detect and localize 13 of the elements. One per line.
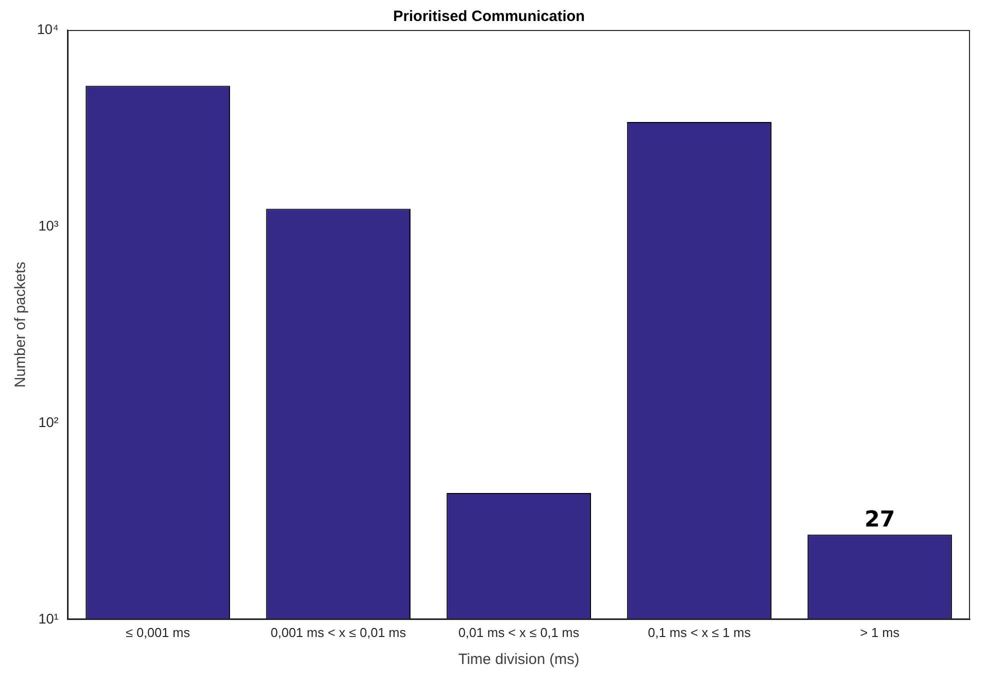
y-tick-label: 10³	[38, 217, 59, 234]
x-tick-label: 0,001 ms < x ≤ 0,01 ms	[270, 624, 407, 640]
x-tick-label: > 1 ms	[860, 624, 900, 640]
chart-title: Prioritised Communication	[393, 8, 585, 26]
y-tick-label: 10²	[38, 414, 59, 430]
x-tick-label: ≤ 0,001 ms	[126, 624, 190, 640]
data-label: 27	[864, 507, 896, 532]
x-axis-title: Time division (ms)	[458, 651, 580, 668]
y-tick-label: 10⁴	[36, 20, 59, 37]
y-axis-title: Number of packets	[12, 262, 30, 388]
y-tick-label: 10¹	[38, 610, 59, 626]
x-tick-label: 0,01 ms < x ≤ 0,1 ms	[458, 624, 580, 640]
x-tick-label: 0,1 ms < x ≤ 1 ms	[648, 624, 752, 640]
